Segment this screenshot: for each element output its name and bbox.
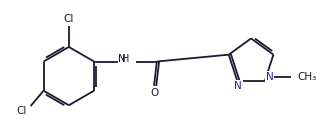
Text: Cl: Cl — [16, 106, 27, 116]
Text: CH₃: CH₃ — [298, 72, 317, 82]
Text: N: N — [266, 72, 274, 82]
Text: O: O — [150, 88, 158, 98]
Text: N: N — [234, 81, 242, 91]
Text: H: H — [122, 55, 130, 64]
Text: Cl: Cl — [64, 14, 74, 24]
Text: N: N — [117, 55, 125, 64]
